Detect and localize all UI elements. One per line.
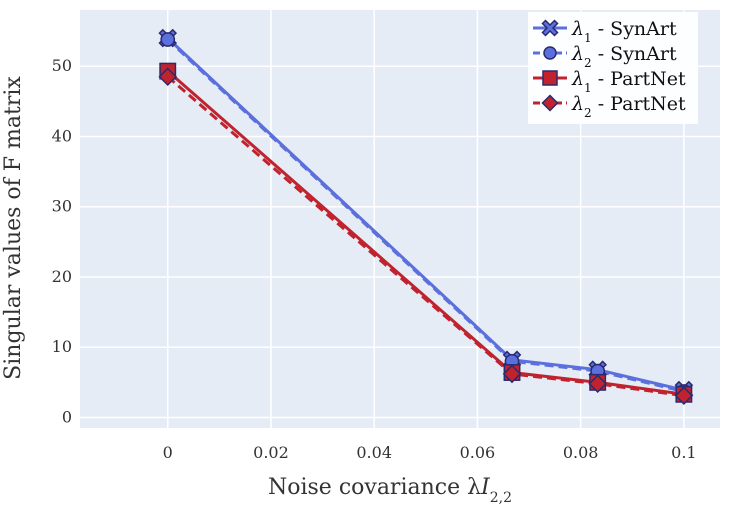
series-line: [166, 75, 685, 398]
legend-item: λ2 - PartNet: [533, 93, 686, 120]
series-lines: [166, 37, 685, 398]
y-tick-label: 0: [62, 407, 72, 426]
square-marker: [542, 70, 558, 86]
y-tick-label: 30: [52, 197, 72, 216]
x-tick-label: 0.08: [563, 443, 599, 462]
diamond-marker: [541, 94, 559, 112]
legend-label: λ1 - SynArt: [571, 18, 677, 45]
x-tick-label: 0.02: [253, 443, 289, 462]
grid-lines: [80, 10, 720, 428]
circle-marker: [543, 46, 557, 60]
legend-label: λ1 - PartNet: [571, 68, 686, 95]
y-tick-label: 50: [52, 56, 72, 75]
y-tick-label: 10: [52, 337, 72, 356]
x-tick-label: 0.06: [460, 443, 496, 462]
diamond-marker: [502, 364, 522, 384]
x-marker: [541, 19, 559, 37]
series-markers: [158, 28, 694, 405]
y-axis-label: Singular values of F matrix: [1, 76, 26, 380]
x-axis-label: Noise covariance λI2,2: [268, 475, 512, 506]
y-tick-label: 40: [52, 126, 72, 145]
legend-item: λ2 - SynArt: [533, 43, 677, 70]
tick-labels: 0 0.02 0.04 0.06 0.08 0.1 0 10 20 30 40 50: [52, 56, 697, 462]
diamond-marker: [674, 386, 694, 405]
diamond-marker: [588, 374, 607, 394]
legend-item: λ1 - SynArt: [533, 18, 677, 45]
x-tick-label: 0.04: [356, 443, 392, 462]
legend-item: λ1 - PartNet: [533, 68, 686, 95]
legend-label: λ2 - SynArt: [571, 43, 677, 70]
y-tick-label: 20: [52, 267, 72, 286]
diamond-marker: [158, 67, 178, 87]
x-tick-label: 0: [163, 443, 173, 462]
circle-marker: [160, 32, 176, 47]
legend-label: λ2 - PartNet: [571, 93, 686, 120]
series-line: [166, 37, 685, 392]
x-tick-label: 0.1: [671, 443, 696, 462]
